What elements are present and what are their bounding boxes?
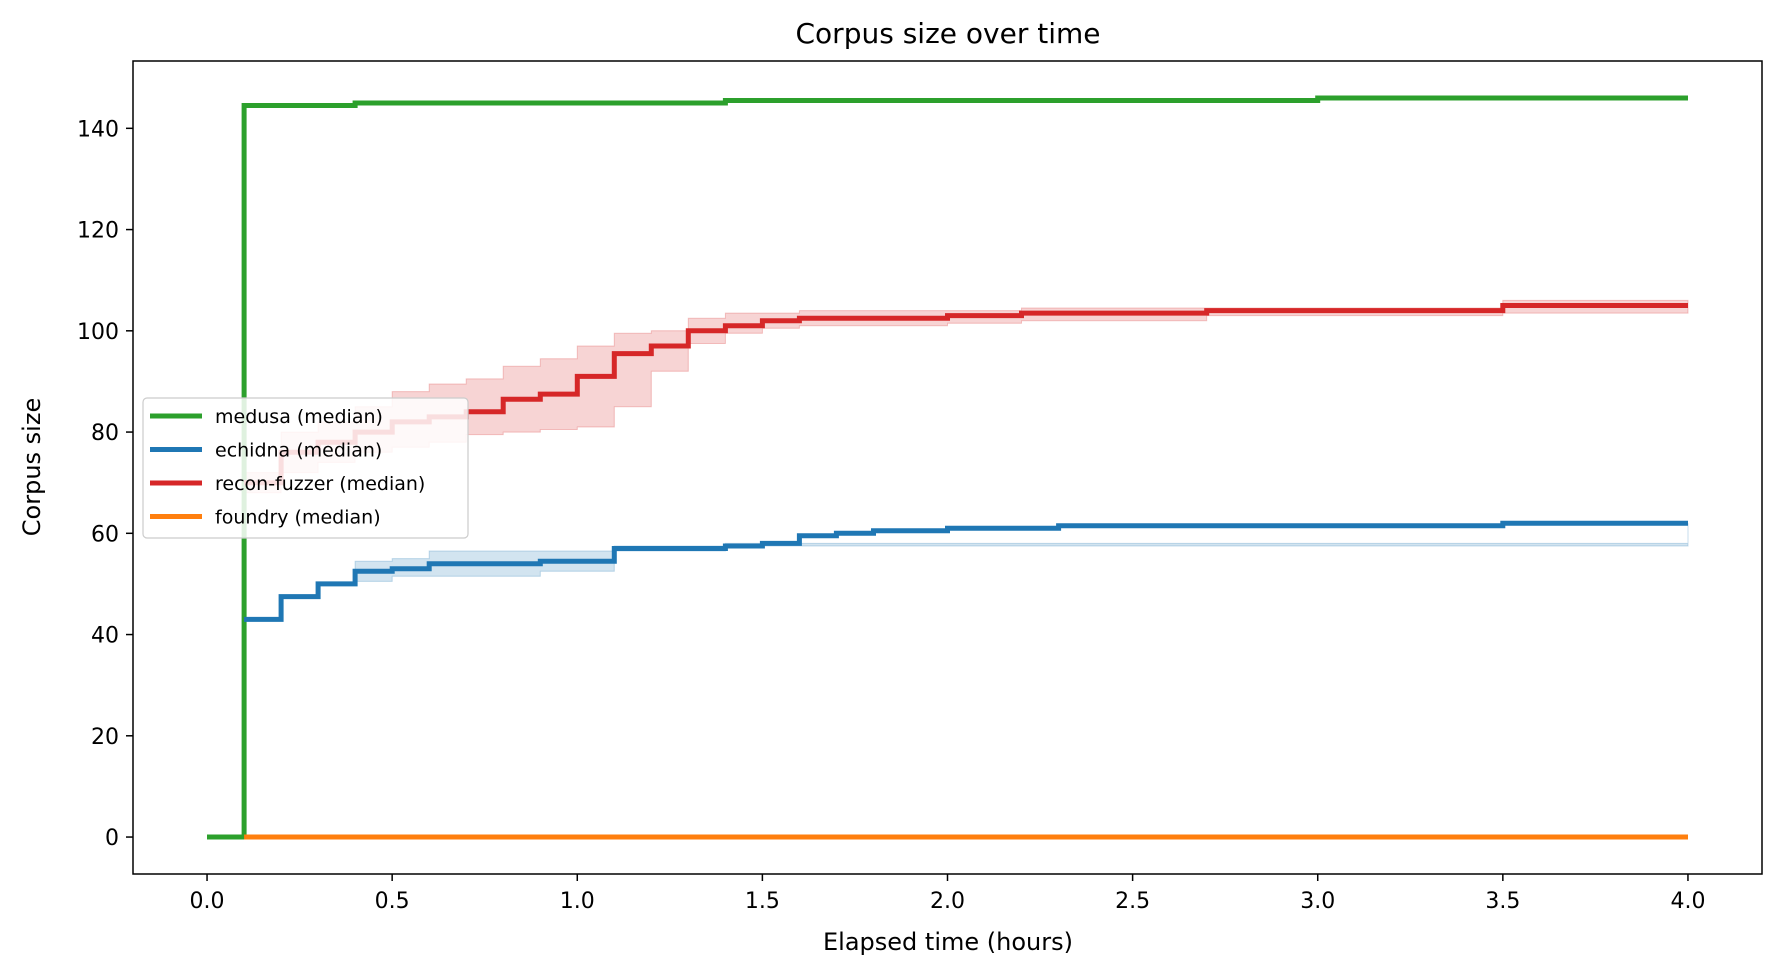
legend-label: echidna (median) [215,440,382,462]
band-1 [354,523,1689,582]
y-axis-label: Corpus size [18,398,46,536]
x-axis: 0.0 0.5 1.0 1.5 2.0 2.5 3.0 3.5 4.0 [190,874,1705,914]
x-tick-label: 1.0 [560,889,595,914]
x-tick-label: 4.0 [1670,889,1705,914]
legend-label: foundry (median) [215,507,381,529]
y-axis: 0 20 40 60 80 100 120 140 [77,117,133,851]
y-tick-label: 20 [91,725,119,750]
x-tick-label: 2.5 [1115,889,1150,914]
y-tick-label: 140 [77,117,119,142]
legend-frame [142,397,469,539]
y-tick-label: 80 [91,421,119,446]
legend-label: recon-fuzzer (median) [215,473,425,495]
x-tick-label: 1.5 [745,889,780,914]
x-tick-label: 3.0 [1300,889,1335,914]
x-axis-label: Elapsed time (hours) [823,928,1073,956]
x-tick-label: 0.5 [375,889,410,914]
series-line-1 [244,520,1688,622]
y-tick-label: 0 [105,826,119,851]
y-tick-label: 60 [91,522,119,547]
x-tick-label: 0.0 [190,889,225,914]
y-tick-label: 120 [77,219,119,244]
x-tick-label: 2.0 [930,889,965,914]
y-tick-label: 40 [91,624,119,649]
legend-label: medusa (median) [215,406,383,428]
y-tick-label: 100 [77,320,119,345]
x-tick-label: 3.5 [1485,889,1520,914]
chart-title: Corpus size over time [796,17,1101,50]
legend: medusa (median) echidna (median) recon-fuz… [142,397,469,539]
